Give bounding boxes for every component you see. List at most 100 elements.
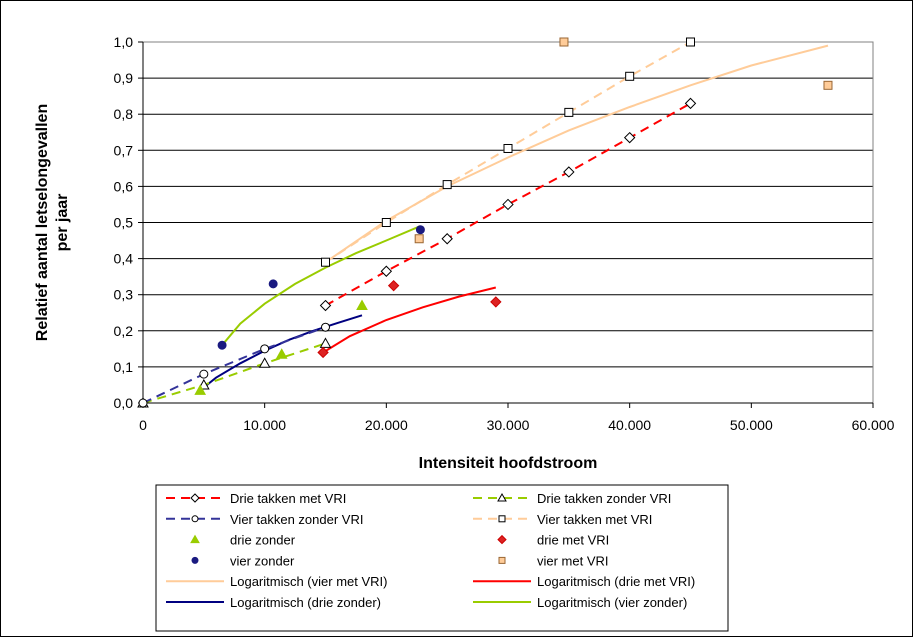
legend-item: drie met VRI (497, 533, 609, 548)
x-tick-label: 60.000 (852, 417, 895, 433)
legend-label: Logaritmisch (drie met VRI) (537, 574, 695, 589)
legend-swatch-marker (497, 534, 507, 545)
data-point (317, 346, 329, 359)
trend-line (199, 314, 363, 392)
legend-label: vier met VRI (537, 553, 609, 568)
y-tick-label: 0,3 (114, 287, 134, 303)
legend-item: Drie takken met VRI (166, 491, 346, 506)
data-point (199, 369, 209, 379)
y-tick-label: 0,0 (114, 395, 134, 411)
legend-label: vier zonder (230, 553, 295, 568)
data-point (823, 80, 833, 90)
series-9 (322, 286, 497, 354)
data-point (194, 384, 207, 395)
series-7 (414, 37, 833, 244)
series-3 (321, 37, 695, 267)
x-tick-label: 0 (139, 417, 147, 433)
legend-item: Vier takken zonder VRI (166, 512, 363, 527)
legend-item: vier met VRI (498, 553, 609, 568)
data-point (686, 37, 695, 47)
data-point (321, 322, 330, 332)
data-point (684, 97, 697, 110)
data-point (260, 344, 270, 354)
x-axis: 0 10.000 20.000 30.000 40.000 50.000 60.000 (139, 402, 895, 433)
trend-line (322, 286, 497, 354)
legend-swatch-marker (191, 515, 199, 523)
legend-item: Vier takken met VRI (473, 512, 652, 527)
data-point (490, 296, 502, 308)
data-point (623, 131, 636, 144)
data-point (321, 257, 330, 267)
series-5 (317, 279, 502, 359)
legend-swatch-marker (191, 556, 199, 564)
legend-label: Drie takken met VRI (230, 491, 346, 506)
y-tick-label: 0,7 (114, 142, 134, 158)
y-tick-label: 1,0 (114, 34, 134, 50)
y-tick-label: 0,2 (114, 323, 134, 339)
x-tick-label: 40.000 (608, 417, 651, 433)
x-tick-label: 30.000 (487, 417, 530, 433)
data-point (217, 340, 227, 350)
data-point (625, 71, 635, 81)
data-point (414, 234, 424, 244)
x-tick-label: 20.000 (365, 417, 408, 433)
legend-item: Logaritmisch (drie met VRI) (473, 574, 695, 589)
legend-label: Logaritmisch (vier met VRI) (230, 574, 387, 589)
y-tick-label: 0,1 (114, 359, 134, 375)
y-tick-label: 0,9 (114, 70, 134, 86)
legend-label: Logaritmisch (drie zonder) (230, 595, 381, 610)
y-tick-label: 0,5 (114, 215, 134, 231)
series-6 (217, 225, 425, 350)
data-point (502, 198, 514, 211)
y-axis-title: Relatief aantal letselongevallen per jaar (34, 104, 71, 341)
data-point (563, 166, 575, 178)
x-tick-label: 10.000 (243, 417, 286, 433)
legend-swatch-marker (190, 493, 200, 503)
y-tick-label: 0,4 (114, 251, 134, 267)
trend-line (221, 225, 421, 346)
legend: Drie takken met VRI Drie takken zonder VR… (155, 484, 729, 632)
legend-label: drie zonder (230, 533, 296, 548)
legend-item: Logaritmisch (vier met VRI) (166, 574, 387, 589)
y-tick-label: 0,8 (114, 106, 134, 122)
data-point (387, 279, 400, 292)
x-axis-title: Intensiteit hoofdstroom (419, 455, 598, 472)
legend-item: Logaritmisch (drie zonder) (166, 595, 381, 610)
data-point (258, 357, 271, 368)
series-line (142, 342, 326, 404)
series-1 (137, 337, 332, 408)
data-point (503, 143, 513, 153)
data-point (564, 107, 574, 117)
data-point (380, 265, 393, 277)
legend-swatch-marker (497, 492, 507, 502)
data-point (442, 180, 452, 190)
legend-swatch-marker (498, 515, 506, 523)
series-layer (137, 37, 833, 408)
series-line (142, 326, 326, 404)
series-10 (199, 314, 363, 392)
x-tick-label: 50.000 (730, 417, 773, 433)
data-point (275, 348, 288, 359)
legend-box (155, 484, 729, 632)
data-point (319, 337, 332, 348)
series-0 (319, 97, 697, 312)
legend-swatch-marker (190, 534, 200, 544)
data-point (356, 299, 368, 311)
legend-label: Vier takken met VRI (537, 512, 652, 527)
y-axis-title-line: per jaar (54, 194, 71, 252)
series-11 (221, 225, 421, 346)
data-point (138, 398, 148, 408)
legend-item: vier zonder (191, 553, 295, 568)
data-point (415, 225, 425, 235)
legend-swatch-marker (498, 556, 506, 564)
data-point (441, 233, 453, 245)
legend-label: Drie takken zonder VRI (537, 491, 671, 506)
series-2 (138, 322, 330, 408)
data-point (559, 37, 569, 47)
y-tick-label: 0,6 (114, 178, 134, 194)
y-axis: 0,0 0,1 0,2 0,3 0,4 0,5 0,6 0,7 0,8 0,9 1,0 (114, 34, 144, 411)
y-axis-title-line: Relatief aantal letselongevallen (34, 104, 51, 341)
legend-label: Vier takken zonder VRI (230, 512, 363, 527)
